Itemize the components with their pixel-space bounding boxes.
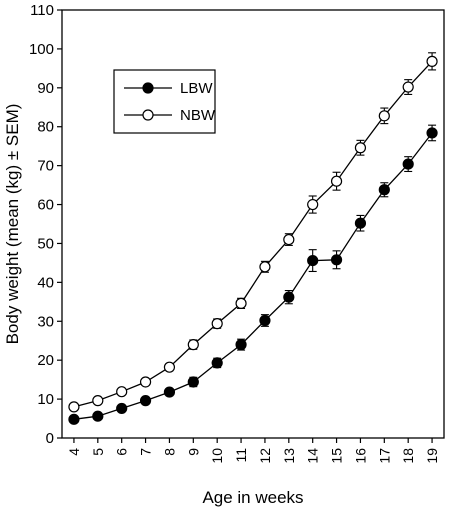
y-tick-label: 40 bbox=[37, 274, 54, 291]
y-tick-label: 10 bbox=[37, 391, 54, 408]
y-tick-label: 30 bbox=[37, 313, 54, 330]
y-tick-label: 110 bbox=[30, 2, 54, 19]
data-point-lbw bbox=[211, 357, 223, 369]
data-point-nbw bbox=[283, 233, 295, 246]
y-tick-label: 50 bbox=[37, 235, 54, 252]
y-tick-label: 80 bbox=[37, 119, 54, 136]
x-tick-label: 14 bbox=[305, 448, 321, 464]
data-point-nbw bbox=[163, 361, 176, 373]
x-axis-ticks: 4 5 6 7 8 9 10 11 12 13 14 15 16 17 18 19 bbox=[66, 438, 440, 464]
plot-frame bbox=[61, 9, 445, 439]
data-point-nbw bbox=[330, 175, 343, 187]
legend-marker-lbw bbox=[142, 82, 154, 94]
data-point-lbw bbox=[68, 413, 80, 425]
y-axis-label: Body weight (mean (kg) ± SEM) bbox=[3, 104, 22, 345]
data-point-nbw bbox=[92, 395, 104, 407]
y-tick-label: 100 bbox=[29, 41, 54, 58]
x-tick-label: 18 bbox=[400, 448, 416, 464]
x-tick-label: 15 bbox=[329, 448, 345, 464]
data-point-lbw bbox=[402, 158, 414, 170]
x-tick-label: 13 bbox=[281, 448, 297, 464]
data-point-nbw bbox=[307, 198, 319, 211]
x-tick-label: 7 bbox=[138, 448, 154, 456]
x-tick-label: 11 bbox=[233, 448, 249, 463]
x-tick-label: 16 bbox=[352, 448, 368, 464]
x-tick-label: 8 bbox=[161, 448, 177, 456]
y-axis-ticks: 0 10 20 30 40 50 60 70 80 90 100 110 bbox=[29, 2, 62, 447]
data-point-lbw bbox=[354, 217, 367, 229]
data-point-nbw bbox=[116, 386, 128, 398]
x-tick-label: 5 bbox=[90, 448, 106, 456]
data-point-lbw bbox=[163, 386, 176, 398]
series-line-nbw bbox=[73, 60, 433, 408]
data-point-lbw bbox=[426, 127, 438, 139]
data-point-nbw bbox=[235, 297, 247, 309]
data-point-lbw bbox=[330, 254, 343, 266]
data-point-lbw bbox=[187, 376, 199, 388]
x-tick-label: 9 bbox=[185, 448, 201, 456]
legend-label-nbw: NBW bbox=[180, 107, 216, 124]
series-line-lbw bbox=[73, 132, 433, 420]
data-point-lbw bbox=[378, 184, 390, 196]
x-tick-label: 12 bbox=[257, 448, 273, 464]
legend-label-lbw: LBW bbox=[180, 80, 213, 97]
x-tick-label: 6 bbox=[114, 448, 130, 456]
data-point-lbw bbox=[283, 291, 295, 303]
data-point-nbw bbox=[354, 142, 367, 154]
series-layer bbox=[68, 52, 438, 425]
legend: LBW NBW bbox=[113, 69, 216, 134]
data-point-nbw bbox=[139, 376, 152, 388]
data-point-lbw bbox=[92, 410, 104, 422]
data-point-nbw bbox=[378, 110, 390, 122]
y-tick-label: 70 bbox=[37, 158, 54, 175]
series-lbw bbox=[68, 124, 438, 425]
data-point-lbw bbox=[116, 402, 128, 415]
data-point-lbw bbox=[235, 339, 247, 351]
y-tick-label: 60 bbox=[37, 197, 54, 214]
data-point-nbw bbox=[259, 261, 271, 273]
x-tick-label: 10 bbox=[209, 448, 225, 464]
x-tick-label: 19 bbox=[424, 448, 440, 464]
data-point-lbw bbox=[139, 395, 152, 407]
y-tick-label: 20 bbox=[37, 352, 54, 369]
x-tick-label: 17 bbox=[376, 448, 392, 464]
data-point-nbw bbox=[68, 401, 80, 413]
x-axis-label: Age in weeks bbox=[202, 488, 303, 507]
data-point-nbw bbox=[426, 55, 438, 67]
y-tick-label: 90 bbox=[37, 80, 54, 97]
data-point-nbw bbox=[187, 339, 199, 351]
data-point-lbw bbox=[307, 254, 319, 267]
data-point-nbw bbox=[211, 318, 223, 330]
series-nbw bbox=[68, 52, 438, 413]
data-point-nbw bbox=[402, 81, 414, 93]
y-tick-label: 0 bbox=[46, 430, 54, 447]
legend-box bbox=[113, 69, 216, 134]
x-tick-label: 4 bbox=[66, 448, 82, 456]
legend-marker-nbw bbox=[142, 109, 154, 121]
data-point-lbw bbox=[259, 314, 271, 327]
